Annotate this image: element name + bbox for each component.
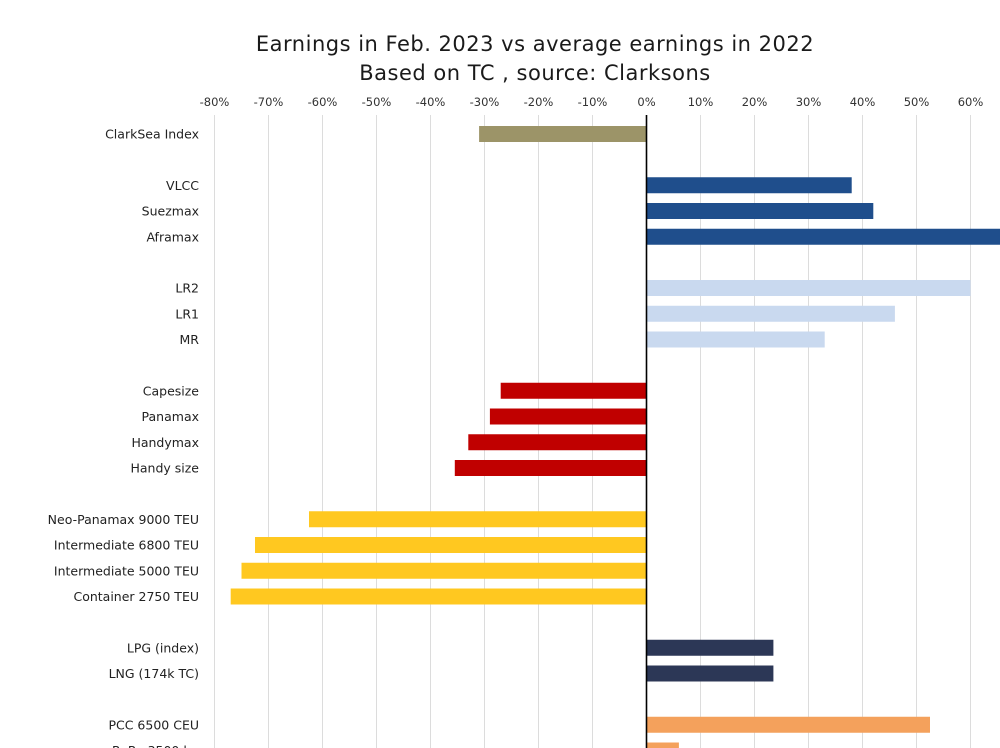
x-tick-label: -70% (254, 95, 284, 109)
category-label: LPG (index) (127, 640, 199, 655)
bar (646, 305, 895, 322)
bar (646, 280, 971, 296)
x-tick-label: -60% (308, 95, 338, 109)
category-label: LNG (174k TC) (109, 666, 199, 681)
category-label: PCC 6500 CEU (108, 717, 199, 732)
bar (489, 408, 647, 425)
gridlines (214, 115, 971, 748)
category-label: Intermediate 6800 TEU (54, 538, 199, 553)
category-label: Container 2750 TEU (73, 589, 199, 604)
category-label: ClarkSea Index (105, 127, 199, 142)
x-tick-label: -50% (362, 95, 392, 109)
chart-subtitle: Based on TC , source: Clarksons (359, 61, 711, 85)
category-labels: ClarkSea Index VLCC Suezmax Aframax LR2 LR1 MR… (48, 127, 200, 748)
x-tick-label: -40% (416, 95, 446, 109)
bar (230, 588, 647, 605)
chart-title: Earnings in Feb. 2023 vs average earning… (255, 32, 815, 56)
bar (646, 742, 679, 748)
bar (255, 537, 647, 553)
category-label: MR (180, 332, 200, 347)
x-tick-label: -20% (524, 95, 554, 109)
bar (646, 665, 774, 682)
category-label: LR1 (175, 306, 199, 321)
bar (646, 177, 852, 194)
bar (646, 331, 825, 348)
x-tick-label: -30% (470, 95, 500, 109)
chart-title-block: Earnings in Feb. 2023 vs average earning… (0, 30, 1000, 88)
bar (646, 228, 1000, 245)
bar (500, 382, 647, 399)
category-label: RoRo 3500 lm (112, 743, 199, 748)
category-label: Handy size (130, 461, 199, 476)
x-tick-label: 60% (958, 95, 984, 109)
category-label: LR2 (175, 281, 199, 296)
category-label: Capesize (143, 383, 200, 398)
x-tick-label: 0% (637, 95, 655, 109)
bar (479, 126, 647, 142)
category-label: Panamax (142, 409, 199, 424)
bar (468, 434, 647, 451)
category-label: VLCC (166, 178, 199, 193)
category-label: Aframax (146, 229, 199, 244)
bar (309, 511, 647, 528)
x-tick-label: 20% (742, 95, 768, 109)
bar (241, 562, 647, 579)
bar (646, 639, 774, 656)
x-tick-label: 30% (796, 95, 822, 109)
x-tick-label: -80% (200, 95, 230, 109)
x-tick-label: -10% (578, 95, 608, 109)
x-tick-label: 10% (688, 95, 714, 109)
x-axis-tick-labels: -80% -70% -60% -50% -40% -30% -20% -10% 0% 10% 20%… (200, 95, 984, 109)
bar (646, 203, 874, 219)
category-label: Suezmax (142, 204, 199, 219)
category-label: Intermediate 5000 TEU (54, 563, 199, 578)
x-tick-label: 40% (850, 95, 876, 109)
bar (454, 460, 647, 476)
category-label: Handymax (131, 435, 199, 450)
x-tick-label: 50% (904, 95, 930, 109)
category-label: Neo-Panamax 9000 TEU (48, 512, 199, 527)
bar (646, 716, 930, 733)
bars (230, 126, 1000, 748)
